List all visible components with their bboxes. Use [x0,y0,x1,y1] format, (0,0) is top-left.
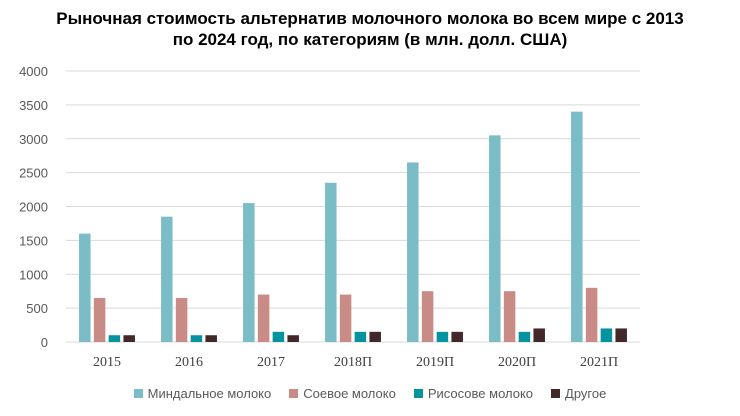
y-tick-label: 3500 [19,98,48,113]
y-tick-label: 2000 [19,200,48,215]
bar-Миндальное молоко-2019П [407,162,419,342]
legend-label: Миндальное молоко [147,386,272,401]
bar-Миндальное молоко-2016 [161,216,173,342]
y-tick-label: 2500 [19,166,48,181]
legend-label: Рисосове молоко [427,386,534,401]
legend-label: Другое [565,386,607,401]
bar-Миндальное молоко-2021П [571,111,583,343]
y-tick-label: 1000 [19,267,48,282]
legend-item: Другое [551,386,606,401]
bar-Миндальное молоко-2015 [79,233,91,342]
y-tick-label: 4000 [19,64,48,79]
bar-Рисосове молоко-2020П [518,331,531,342]
x-tick-label: 2018П [334,355,372,370]
legend-item: Соевое молоко [289,386,396,401]
bar-Другое-2016 [205,335,217,342]
chart-title-line-1: Рыночная стоимость альтернатив молочного… [56,9,684,28]
bar-Миндальное молоко-2020П [489,135,501,342]
legend-label: Соевое молоко [303,386,396,401]
bar-Соевое молоко-2021П [585,287,598,342]
bar-Рисосове молоко-2017 [272,331,285,342]
legend-item: Рисосове молоко [413,386,534,401]
legend-item: Миндальное молоко [133,386,272,401]
y-tick-label: 500 [26,301,48,316]
bar-Рисосове молоко-2021П [600,328,613,342]
chart-title: Рыночная стоимость альтернатив молочного… [0,8,740,50]
bar-Другое-2018П [369,331,381,342]
bar-Соевое молоко-2020П [503,291,516,342]
bar-Соевое молоко-2018П [339,294,352,342]
bar-Миндальное молоко-2017 [243,203,255,342]
bar-Другое-2015 [123,335,135,342]
bar-Соевое молоко-2019П [421,291,434,342]
legend: Миндальное молоко Соевое молоко Рисосове м… [0,386,740,401]
bar-Миндальное молоко-2018П [325,182,337,342]
bar-Другое-2021П [615,328,627,342]
bar-Рисосове молоко-2018П [354,331,367,342]
x-tick-label: 2020П [498,355,536,370]
y-tick-label: 1500 [19,233,48,248]
bar-Другое-2017 [287,335,299,342]
y-tick-label: 0 [41,335,48,350]
bar-Другое-2019П [451,331,463,342]
y-tick-label: 3000 [19,132,48,147]
legend-swatch [551,389,561,398]
bar-Другое-2020П [533,328,545,342]
x-tick-label: 2021П [580,355,618,370]
x-tick-label: 2019П [416,355,454,370]
x-tick-label: 2017 [257,355,285,370]
x-tick-label: 2016 [175,355,203,370]
bar-Рисосове молоко-2016 [190,335,203,342]
bar-Рисосове молоко-2019П [436,331,449,342]
legend-swatch [289,389,299,398]
legend-swatch [413,389,423,398]
bar-Соевое молоко-2017 [257,294,270,342]
bar-Соевое молоко-2016 [175,297,188,342]
bar-Рисосове молоко-2015 [108,335,121,342]
x-tick-label: 2015 [93,355,121,370]
bar-Соевое молоко-2015 [93,297,106,342]
legend-swatch [133,389,143,398]
chart-title-line-2: по 2024 год, по категориям (в млн. долл.… [172,30,568,49]
